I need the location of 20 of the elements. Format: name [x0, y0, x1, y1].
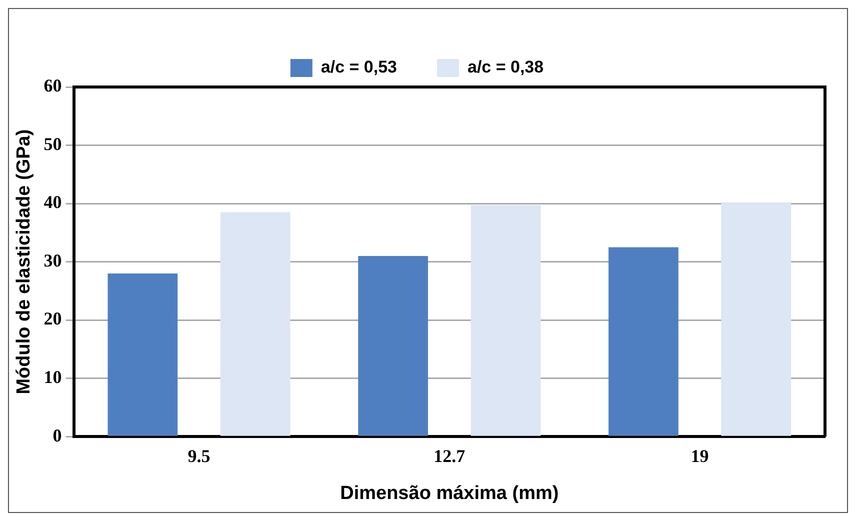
bar — [721, 202, 792, 436]
y-tick-label: 40 — [44, 192, 62, 212]
y-tick-label: 60 — [44, 76, 62, 96]
x-axis-title: Dimensão máxima (mm) — [340, 482, 559, 504]
y-tick-label: 50 — [44, 134, 62, 154]
x-tick-label: 12.7 — [434, 446, 466, 466]
y-axis-title: Módulo de elasticidade (GPa) — [14, 129, 35, 394]
bar — [108, 273, 178, 436]
y-tick-label: 10 — [44, 366, 62, 387]
bar — [608, 247, 678, 436]
y-tick-label: 30 — [44, 250, 62, 270]
y-tick-label: 0 — [52, 425, 62, 446]
legend-label: a/c = 0,38 — [468, 58, 544, 77]
x-tick-label: 9.5 — [188, 446, 210, 466]
legend-label: a/c = 0,53 — [320, 58, 397, 77]
y-tick-label: 20 — [44, 308, 62, 329]
x-tick-label: 19 — [690, 446, 709, 466]
bar — [470, 205, 541, 436]
bar — [358, 256, 428, 436]
bar — [220, 212, 290, 436]
